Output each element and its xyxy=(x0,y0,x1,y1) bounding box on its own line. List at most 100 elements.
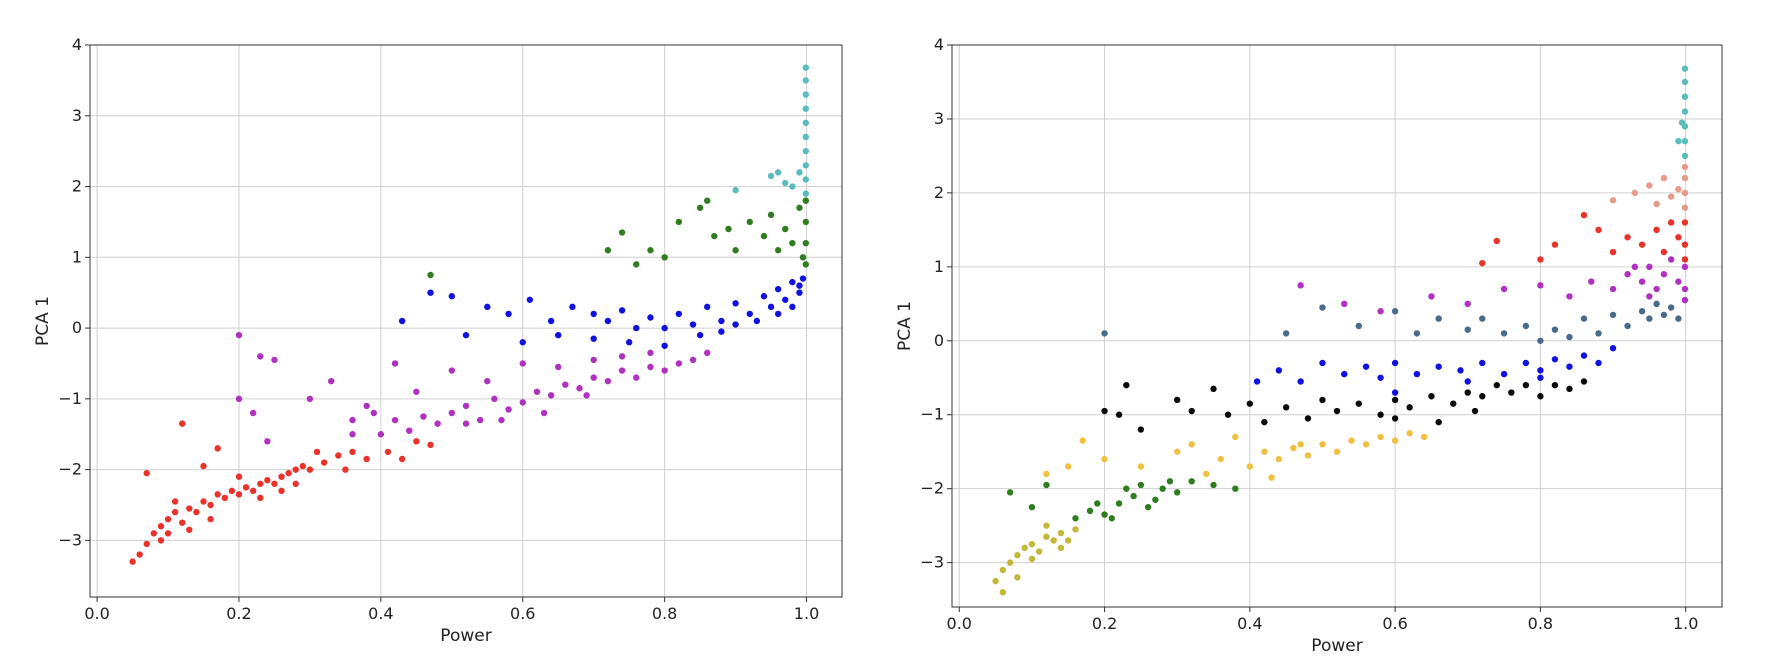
scatter-point xyxy=(384,448,392,456)
scatter-series-3 xyxy=(398,275,807,349)
scatter-point xyxy=(802,105,810,112)
scatter-series-7 xyxy=(1297,256,1689,315)
scatter-point xyxy=(1580,211,1588,219)
scatter-point xyxy=(1537,374,1544,381)
scatter-point xyxy=(999,566,1007,574)
plot-frame xyxy=(89,44,843,598)
y-tick-label: −1 xyxy=(58,389,82,408)
scatter-point xyxy=(413,438,420,445)
scatter-point xyxy=(299,462,307,470)
scatter-point xyxy=(576,385,583,392)
scatter-point xyxy=(767,303,775,311)
scatter-point xyxy=(164,515,172,523)
y-tick-label: 2 xyxy=(72,177,82,196)
scatter-point xyxy=(782,179,789,187)
scatter-point xyxy=(306,395,314,403)
scatter-point xyxy=(1537,393,1544,400)
scatter-point xyxy=(278,487,285,495)
y-axis-label: PCA 1 xyxy=(895,301,915,351)
y-tick-label: −1 xyxy=(920,405,944,424)
scatter-point xyxy=(1268,474,1275,481)
scatter-point xyxy=(1631,263,1639,271)
scatter-point xyxy=(774,169,782,176)
scatter-point xyxy=(484,377,491,385)
scatter-point xyxy=(604,377,612,385)
scatter-point xyxy=(143,469,150,477)
y-tick-label: 4 xyxy=(934,35,944,54)
scatter-point xyxy=(1609,248,1617,256)
scatter-point xyxy=(1479,259,1486,267)
scatter-point xyxy=(257,480,264,487)
scatter-point xyxy=(1341,300,1348,308)
scatter-point xyxy=(1681,78,1689,86)
x-axis-label: Power xyxy=(1311,636,1362,656)
scatter-point xyxy=(1108,515,1116,522)
x-tick-label: 1.0 xyxy=(794,604,819,623)
scatter-point xyxy=(342,466,349,473)
scatter-point xyxy=(618,229,626,236)
scatter-point xyxy=(1391,437,1399,444)
scatter-point xyxy=(1217,455,1224,463)
scatter-point xyxy=(1391,359,1399,367)
scatter-point xyxy=(1043,481,1050,489)
scatter-point xyxy=(999,589,1007,596)
scatter-point xyxy=(675,310,683,318)
scatter-point xyxy=(1681,93,1689,100)
scatter-point xyxy=(1678,119,1686,126)
scatter-point xyxy=(625,339,633,346)
scatter-point xyxy=(1609,285,1617,293)
scatter-point xyxy=(618,353,626,360)
scatter-point xyxy=(1232,433,1239,441)
y-tick-label: 1 xyxy=(934,257,944,276)
scatter-point xyxy=(398,455,406,463)
y-tick-label: 0 xyxy=(72,318,82,337)
scatter-point xyxy=(292,480,299,487)
scatter-point xyxy=(221,494,228,502)
scatter-point xyxy=(526,296,534,303)
scatter-point xyxy=(1065,463,1072,470)
scatter-point xyxy=(1522,359,1530,367)
scatter-point xyxy=(1086,507,1094,515)
scatter-point xyxy=(271,356,278,364)
y-tick-label: 3 xyxy=(934,109,944,128)
scatter-point xyxy=(214,491,221,498)
y-tick-label: 3 xyxy=(72,106,82,125)
scatter-series-9 xyxy=(1609,163,1689,211)
scatter-point xyxy=(1319,359,1326,367)
scatter-point xyxy=(398,317,406,325)
scatter-point xyxy=(796,204,803,211)
scatter-point xyxy=(1072,515,1079,522)
scatter-point xyxy=(462,420,470,427)
x-tick-label: 0.4 xyxy=(1237,614,1262,633)
scatter-point xyxy=(1609,311,1617,319)
scatter-point xyxy=(1681,241,1689,248)
scatter-point xyxy=(689,321,697,328)
scatter-point xyxy=(1624,234,1631,241)
scatter-point xyxy=(1667,304,1675,311)
scatter-point xyxy=(604,317,612,325)
scatter-point xyxy=(802,91,810,98)
scatter-point xyxy=(789,303,796,311)
scatter-point xyxy=(802,64,810,71)
scatter-point xyxy=(1493,237,1501,245)
scatter-point xyxy=(200,462,207,470)
scatter-point xyxy=(647,349,654,357)
scatter-point xyxy=(1646,182,1653,189)
scatter-point xyxy=(802,197,810,204)
scatter-point xyxy=(1681,263,1689,271)
scatter-point xyxy=(1609,344,1617,352)
scatter-point xyxy=(136,551,143,558)
scatter-point xyxy=(349,416,356,424)
scatter-point xyxy=(1072,526,1079,533)
scatter-point xyxy=(767,172,775,180)
scatter-point xyxy=(179,519,186,526)
scatter-point xyxy=(1028,503,1036,511)
scatter-point xyxy=(179,420,186,427)
scatter-point xyxy=(193,508,200,516)
scatter-point xyxy=(1115,500,1123,507)
scatter-point xyxy=(129,558,136,565)
scatter-point xyxy=(498,416,505,424)
scatter-point xyxy=(1428,393,1435,400)
scatter-series-8 xyxy=(1479,211,1689,267)
